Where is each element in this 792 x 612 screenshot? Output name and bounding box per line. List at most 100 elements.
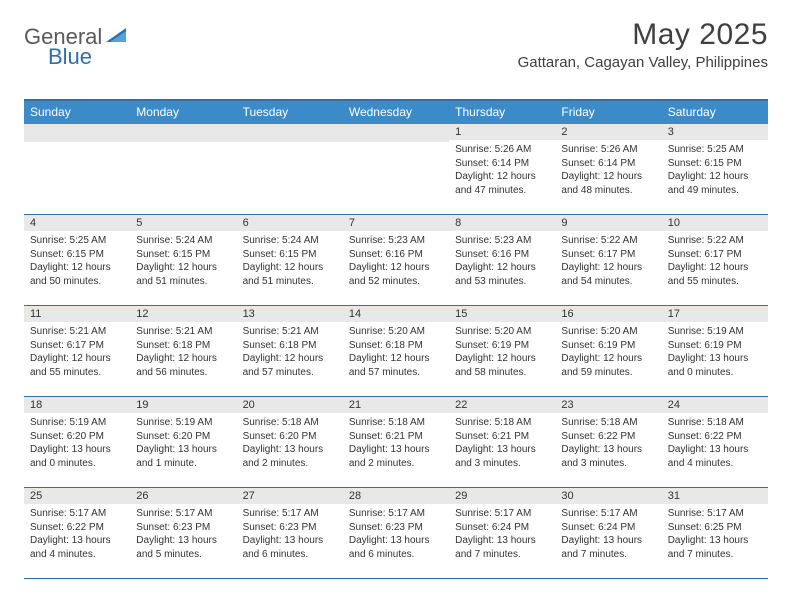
page-header: General May 2025 Gattaran, Cagayan Valle… [24, 18, 768, 71]
day-number: 21 [343, 397, 449, 413]
sunset-line: Sunset: 6:22 PM [561, 430, 655, 444]
sunset-line: Sunset: 6:21 PM [349, 430, 443, 444]
day-number: 24 [662, 397, 768, 413]
day-number: 6 [237, 215, 343, 231]
day-cell: 13Sunrise: 5:21 AMSunset: 6:18 PMDayligh… [237, 306, 343, 396]
day-cell: 8Sunrise: 5:23 AMSunset: 6:16 PMDaylight… [449, 215, 555, 305]
day-cell: 23Sunrise: 5:18 AMSunset: 6:22 PMDayligh… [555, 397, 661, 487]
day-number: 14 [343, 306, 449, 322]
sunrise-line: Sunrise: 5:24 AM [243, 234, 337, 248]
daylight-line: Daylight: 13 hours and 5 minutes. [136, 534, 230, 561]
title-block: May 2025 Gattaran, Cagayan Valley, Phili… [518, 18, 768, 71]
day-number: 19 [130, 397, 236, 413]
sunrise-line: Sunrise: 5:26 AM [561, 143, 655, 157]
daylight-line: Daylight: 12 hours and 54 minutes. [561, 261, 655, 288]
day-cell: 24Sunrise: 5:18 AMSunset: 6:22 PMDayligh… [662, 397, 768, 487]
daylight-line: Daylight: 12 hours and 56 minutes. [136, 352, 230, 379]
sunset-line: Sunset: 6:15 PM [30, 248, 124, 262]
day-details: Sunrise: 5:18 AMSunset: 6:22 PMDaylight:… [662, 413, 768, 474]
day-number: 28 [343, 488, 449, 504]
day-cell: 27Sunrise: 5:17 AMSunset: 6:23 PMDayligh… [237, 488, 343, 578]
sunset-line: Sunset: 6:18 PM [136, 339, 230, 353]
day-details: Sunrise: 5:21 AMSunset: 6:18 PMDaylight:… [130, 322, 236, 383]
day-cell: 10Sunrise: 5:22 AMSunset: 6:17 PMDayligh… [662, 215, 768, 305]
day-number: 1 [449, 124, 555, 140]
sunset-line: Sunset: 6:14 PM [455, 157, 549, 171]
sunset-line: Sunset: 6:15 PM [136, 248, 230, 262]
sunset-line: Sunset: 6:16 PM [349, 248, 443, 262]
daylight-line: Daylight: 13 hours and 7 minutes. [561, 534, 655, 561]
sunrise-line: Sunrise: 5:21 AM [136, 325, 230, 339]
day-header-saturday: Saturday [662, 101, 768, 124]
day-number: 2 [555, 124, 661, 140]
sunrise-line: Sunrise: 5:23 AM [349, 234, 443, 248]
sunset-line: Sunset: 6:16 PM [455, 248, 549, 262]
day-cell: 1Sunrise: 5:26 AMSunset: 6:14 PMDaylight… [449, 124, 555, 214]
week-row: 1Sunrise: 5:26 AMSunset: 6:14 PMDaylight… [24, 124, 768, 215]
sunrise-line: Sunrise: 5:17 AM [30, 507, 124, 521]
day-details: Sunrise: 5:21 AMSunset: 6:18 PMDaylight:… [237, 322, 343, 383]
day-details: Sunrise: 5:17 AMSunset: 6:24 PMDaylight:… [555, 504, 661, 565]
day-details: Sunrise: 5:17 AMSunset: 6:24 PMDaylight:… [449, 504, 555, 565]
sunrise-line: Sunrise: 5:18 AM [349, 416, 443, 430]
daylight-line: Daylight: 13 hours and 6 minutes. [349, 534, 443, 561]
day-cell: 12Sunrise: 5:21 AMSunset: 6:18 PMDayligh… [130, 306, 236, 396]
sunset-line: Sunset: 6:17 PM [30, 339, 124, 353]
day-cell: 4Sunrise: 5:25 AMSunset: 6:15 PMDaylight… [24, 215, 130, 305]
location-subtitle: Gattaran, Cagayan Valley, Philippines [518, 54, 768, 71]
sunset-line: Sunset: 6:17 PM [561, 248, 655, 262]
sunrise-line: Sunrise: 5:22 AM [561, 234, 655, 248]
day-number: 8 [449, 215, 555, 231]
logo-text-blue-wrap: Blue [24, 44, 92, 70]
sunset-line: Sunset: 6:19 PM [455, 339, 549, 353]
day-cell: 3Sunrise: 5:25 AMSunset: 6:15 PMDaylight… [662, 124, 768, 214]
logo-triangle-icon [106, 26, 130, 49]
day-cell: 28Sunrise: 5:17 AMSunset: 6:23 PMDayligh… [343, 488, 449, 578]
day-details: Sunrise: 5:24 AMSunset: 6:15 PMDaylight:… [130, 231, 236, 292]
day-number: 26 [130, 488, 236, 504]
sunrise-line: Sunrise: 5:19 AM [30, 416, 124, 430]
month-title: May 2025 [518, 18, 768, 52]
daylight-line: Daylight: 12 hours and 51 minutes. [136, 261, 230, 288]
daylight-line: Daylight: 12 hours and 47 minutes. [455, 170, 549, 197]
sunrise-line: Sunrise: 5:19 AM [136, 416, 230, 430]
daylight-line: Daylight: 13 hours and 6 minutes. [243, 534, 337, 561]
daylight-line: Daylight: 13 hours and 4 minutes. [30, 534, 124, 561]
sunset-line: Sunset: 6:22 PM [30, 521, 124, 535]
sunrise-line: Sunrise: 5:21 AM [30, 325, 124, 339]
day-number: 17 [662, 306, 768, 322]
sunrise-line: Sunrise: 5:19 AM [668, 325, 762, 339]
day-number: 11 [24, 306, 130, 322]
day-cell: 11Sunrise: 5:21 AMSunset: 6:17 PMDayligh… [24, 306, 130, 396]
day-cell [130, 124, 236, 214]
sunset-line: Sunset: 6:20 PM [30, 430, 124, 444]
sunrise-line: Sunrise: 5:17 AM [349, 507, 443, 521]
day-details: Sunrise: 5:23 AMSunset: 6:16 PMDaylight:… [449, 231, 555, 292]
daylight-line: Daylight: 12 hours and 53 minutes. [455, 261, 549, 288]
day-details: Sunrise: 5:26 AMSunset: 6:14 PMDaylight:… [449, 140, 555, 201]
daylight-line: Daylight: 12 hours and 49 minutes. [668, 170, 762, 197]
sunrise-line: Sunrise: 5:18 AM [561, 416, 655, 430]
sunrise-line: Sunrise: 5:24 AM [136, 234, 230, 248]
week-row: 18Sunrise: 5:19 AMSunset: 6:20 PMDayligh… [24, 397, 768, 488]
daylight-line: Daylight: 13 hours and 3 minutes. [455, 443, 549, 470]
logo-text-blue: Blue [48, 44, 92, 69]
sunset-line: Sunset: 6:24 PM [561, 521, 655, 535]
day-details: Sunrise: 5:23 AMSunset: 6:16 PMDaylight:… [343, 231, 449, 292]
day-details: Sunrise: 5:20 AMSunset: 6:19 PMDaylight:… [449, 322, 555, 383]
daylight-line: Daylight: 13 hours and 7 minutes. [455, 534, 549, 561]
day-number: 29 [449, 488, 555, 504]
day-cell: 5Sunrise: 5:24 AMSunset: 6:15 PMDaylight… [130, 215, 236, 305]
daylight-line: Daylight: 13 hours and 0 minutes. [30, 443, 124, 470]
empty-day-bar [24, 124, 130, 142]
day-details: Sunrise: 5:18 AMSunset: 6:22 PMDaylight:… [555, 413, 661, 474]
day-details: Sunrise: 5:25 AMSunset: 6:15 PMDaylight:… [24, 231, 130, 292]
sunrise-line: Sunrise: 5:20 AM [349, 325, 443, 339]
day-cell: 31Sunrise: 5:17 AMSunset: 6:25 PMDayligh… [662, 488, 768, 578]
day-cell: 2Sunrise: 5:26 AMSunset: 6:14 PMDaylight… [555, 124, 661, 214]
day-number: 13 [237, 306, 343, 322]
day-cell: 30Sunrise: 5:17 AMSunset: 6:24 PMDayligh… [555, 488, 661, 578]
sunset-line: Sunset: 6:23 PM [136, 521, 230, 535]
day-details: Sunrise: 5:22 AMSunset: 6:17 PMDaylight:… [555, 231, 661, 292]
daylight-line: Daylight: 13 hours and 4 minutes. [668, 443, 762, 470]
